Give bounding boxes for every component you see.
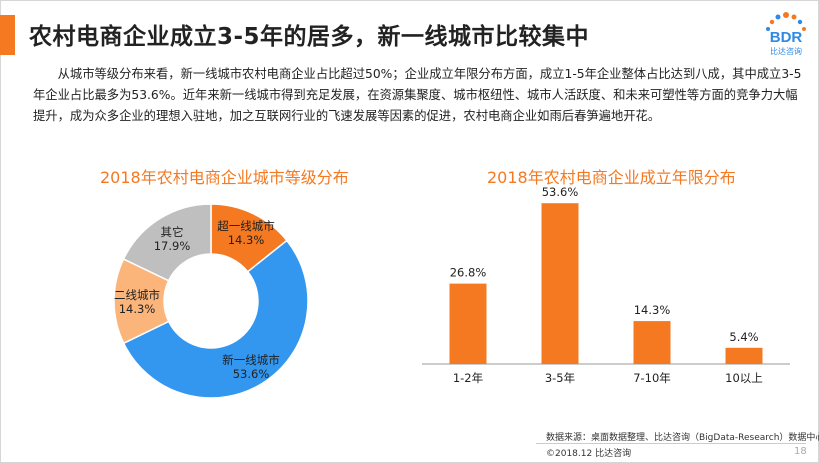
bar-category-label-1: 1-2年 <box>453 371 483 385</box>
data-source: 数据来源：桌面数据整理、比达咨询（BigData-Research）数据中心 <box>546 433 819 443</box>
bar-value-label-1: 26.8% <box>450 266 487 280</box>
copyright: ©2018.12 比达咨询 <box>546 449 632 459</box>
pie-slice-label-1: 超一线城市 <box>217 219 275 233</box>
pie-slice-value-3: 14.3% <box>119 302 156 316</box>
pie-slice-value-4: 17.9% <box>154 239 191 253</box>
page-title: 农村电商企业成立3-5年的居多，新一线城市比较集中 <box>29 24 590 50</box>
bdr-logo: BDR 比达咨询 <box>766 12 806 56</box>
footer-divider <box>536 443 806 444</box>
bar-category-label-4: 10以上 <box>725 371 763 385</box>
pie-slice-label-3: 二线城市 <box>114 288 160 302</box>
pie-slice-4 <box>122 203 212 282</box>
bar-value-label-3: 14.3% <box>634 303 671 317</box>
summary-paragraph: 从城市等级分布来看，新一线城市农村电商企业占比超过50%；企业成立年限分布方面，… <box>33 67 802 123</box>
bar-category-label-2: 3-5年 <box>545 371 575 385</box>
bar-value-label-2: 53.6% <box>542 185 579 199</box>
bar-2 <box>541 203 579 364</box>
bar-chart-title: 2018年农村电商企业成立年限分布 <box>487 168 736 187</box>
pie-slice-label-2: 新一线城市 <box>222 353 280 367</box>
page-number: 18 <box>794 446 807 457</box>
pie-slice-label-4: 其它 <box>161 225 184 239</box>
pie-slice-2 <box>122 239 309 399</box>
bar-3 <box>633 321 671 364</box>
bar-value-label-4: 5.4% <box>729 330 758 344</box>
bar-category-label-3: 7-10年 <box>633 371 671 385</box>
bar-1 <box>449 283 487 364</box>
logo-dots-icon <box>766 12 806 31</box>
bar-4 <box>725 347 763 364</box>
logo-subtext: 比达咨询 <box>770 46 802 56</box>
pie-chart-title: 2018年农村电商企业城市等级分布 <box>100 168 349 187</box>
title-accent-bar <box>0 15 15 55</box>
logo-text: BDR <box>770 29 803 46</box>
pie-slice-value-2: 53.6% <box>233 367 270 381</box>
pie-slice-value-1: 14.3% <box>228 233 265 247</box>
